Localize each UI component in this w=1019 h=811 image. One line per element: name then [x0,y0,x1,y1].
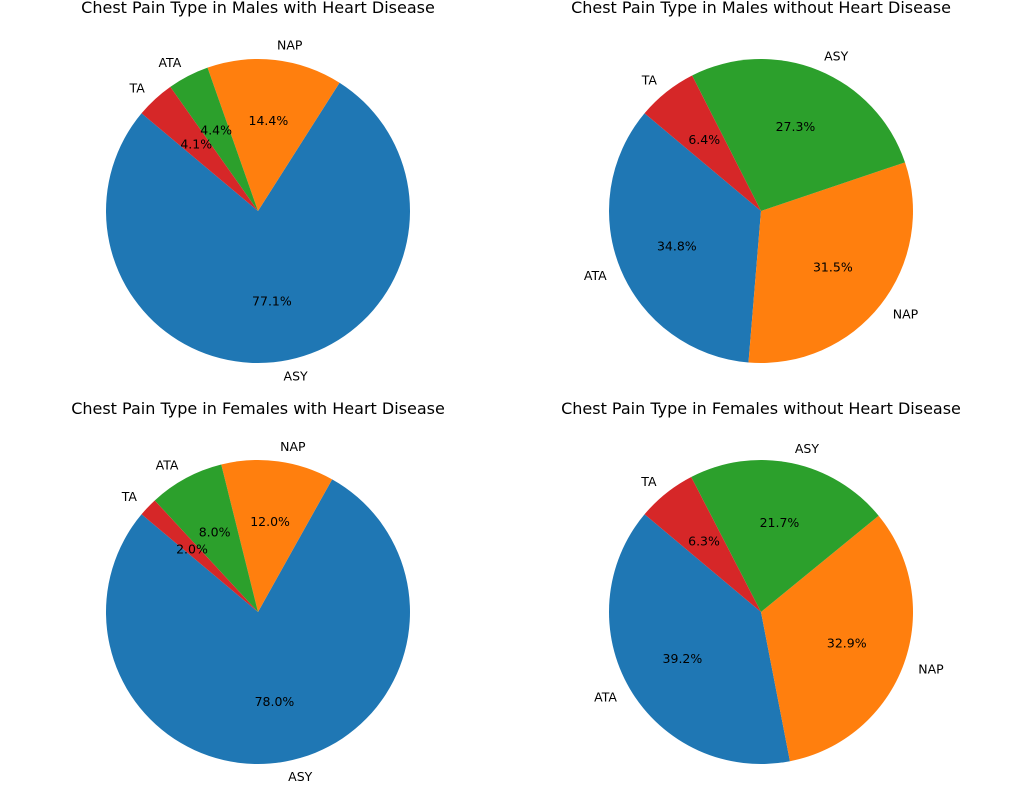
slice-percent-label: 21.7% [760,515,800,530]
slice-percent-label: 4.1% [180,136,212,151]
slice-percent-label: 34.8% [657,239,697,254]
pie-slice-ata [608,514,790,765]
pie-slice-nap [748,162,913,363]
slice-percent-label: 39.2% [663,651,703,666]
slice-percent-label: 78.0% [255,694,295,709]
pie-chart-females-without-hd: Chest Pain Type in Females without Heart… [561,399,961,765]
pie-slice-asy [105,479,410,765]
pie-slice-ata [170,67,258,211]
pie-slice-asy [692,59,905,211]
slice-category-label: NAP [893,306,919,321]
slice-category-label: TA [121,489,138,504]
slice-percent-label: 31.5% [813,260,853,275]
slice-category-label: NAP [277,37,303,52]
pie-slice-asy [691,459,879,612]
slice-percent-label: 2.0% [176,542,208,557]
slice-category-label: TA [640,474,657,489]
slice-percent-label: 77.1% [252,294,292,309]
slice-category-label: TA [129,80,146,95]
slice-percent-label: 14.4% [249,113,289,128]
slice-percent-label: 8.0% [199,524,231,539]
pie-slice-nap [221,460,333,612]
pie-slice-ta [141,500,258,612]
slice-category-label: ASY [795,441,819,456]
chart-title: Chest Pain Type in Females without Heart… [561,399,961,418]
slice-percent-label: 32.9% [827,635,867,650]
slice-category-label: NAP [918,661,944,676]
chart-title: Chest Pain Type in Males with Heart Dise… [81,0,435,17]
slice-percent-label: 6.4% [688,132,720,147]
slice-percent-label: 6.3% [688,533,720,548]
slice-category-label: ASY [284,369,308,384]
pie-slice-asy [106,82,411,363]
slice-category-label: ATA [158,55,181,70]
chart-title: Chest Pain Type in Females with Heart Di… [71,399,445,418]
pie-slice-ata [609,113,761,363]
slice-percent-label: 4.4% [200,122,232,137]
slice-category-label: TA [641,73,658,88]
slice-category-label: NAP [280,439,306,454]
slice-category-label: ATA [156,457,179,472]
slice-category-label: ASY [288,769,312,784]
slice-percent-label: 27.3% [776,119,816,134]
pie-slice-ta [644,476,761,612]
slice-percent-label: 12.0% [250,514,290,529]
slice-category-label: ASY [824,49,848,64]
chart-title: Chest Pain Type in Males without Heart D… [571,0,951,17]
pie-chart-males-without-hd: Chest Pain Type in Males without Heart D… [571,0,951,363]
pie-chart-females-with-hd: Chest Pain Type in Females with Heart Di… [71,399,445,784]
pie-slice-ta [644,75,761,212]
pie-slice-ta [141,86,258,211]
pie-slice-ata [154,464,258,612]
pie-slice-nap [761,515,914,762]
slice-category-label: ATA [594,689,617,704]
slice-category-label: ATA [584,268,607,283]
pie-chart-males-with-hd: Chest Pain Type in Males with Heart Dise… [81,0,435,384]
pie-slice-nap [207,58,340,212]
